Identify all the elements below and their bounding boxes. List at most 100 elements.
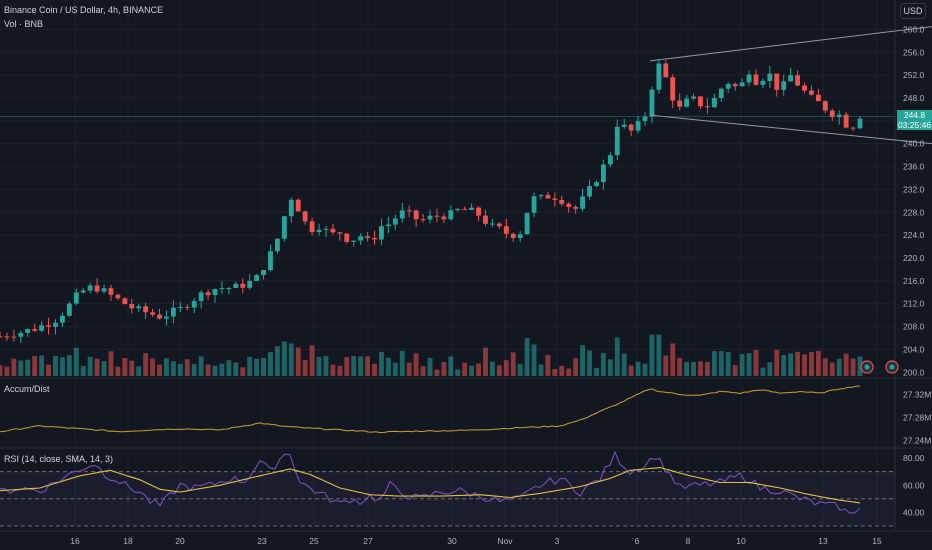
price-tick-label: 216.0 (903, 276, 925, 286)
volume-bar (857, 356, 863, 376)
volume-bar (642, 363, 648, 376)
volume-bar (73, 347, 79, 376)
price-tick-label: 200.0 (903, 367, 925, 377)
candle-body (677, 100, 683, 107)
candle-body (143, 306, 149, 313)
rsi-title[interactable]: RSI (14, close, SMA, 14, 3) (4, 454, 113, 464)
volume-bar (614, 337, 620, 376)
candle-body (580, 196, 586, 209)
price-tick-label: 208.0 (903, 322, 925, 332)
volume-bar (233, 362, 239, 376)
candle-body (150, 312, 156, 315)
symbol-title[interactable]: Binance Coin / US Dollar, 4h, BINANCE (4, 5, 163, 15)
candle-body (122, 298, 128, 305)
candle-body (170, 307, 176, 317)
volume-bar (122, 357, 128, 376)
adl-tick-label: 27.32M (903, 389, 931, 399)
volume-title[interactable]: Vol · BNB (4, 19, 43, 29)
price-pane[interactable] (0, 26, 932, 344)
candle-body (815, 94, 821, 102)
volume-bar (108, 351, 114, 376)
volume-bar (802, 354, 807, 376)
accum-dist-title[interactable]: Accum/Dist (4, 384, 50, 394)
volume-bar (732, 365, 738, 376)
candle-body (684, 98, 690, 107)
candle-body (489, 223, 495, 225)
candle-body (18, 332, 24, 337)
candle-body (288, 199, 294, 217)
candle-body (129, 304, 135, 309)
volume-bar (136, 366, 142, 376)
channel-line (649, 114, 932, 145)
candle-body (850, 127, 856, 129)
candle-body (351, 240, 357, 242)
volume-bar (607, 359, 613, 376)
volume-bar (746, 353, 752, 376)
candle-body (392, 218, 398, 225)
candle-body (11, 336, 17, 338)
rsi-tick-label: 60.00 (903, 480, 925, 490)
volume-bar (198, 356, 204, 376)
price-tick-label: 252.0 (903, 70, 925, 80)
candle-body (732, 84, 738, 87)
volume-bar (829, 362, 835, 376)
volume-bar (261, 357, 266, 376)
candle-body (600, 164, 606, 183)
volume-bar (677, 357, 683, 376)
volume-bar (704, 361, 710, 376)
candle-body (483, 215, 488, 224)
volume-bar (39, 355, 45, 376)
candle-body (718, 88, 724, 99)
volume-bar (628, 365, 634, 376)
volume-bar (288, 343, 294, 376)
candle-body (510, 233, 516, 239)
volume-bar (462, 362, 468, 376)
candle-body (344, 233, 350, 242)
volume-pane (0, 334, 863, 376)
adl-series-line (0, 385, 861, 434)
candle-body (115, 294, 121, 299)
volume-bar (143, 353, 149, 376)
volume-bar (698, 361, 703, 376)
volume-bar (4, 366, 10, 376)
candle-body (649, 89, 655, 117)
volume-bar (725, 352, 731, 376)
volume-bar (580, 345, 586, 376)
volume-bar (531, 344, 537, 376)
volume-bar (0, 365, 3, 376)
time-tick-label: 23 (257, 536, 267, 546)
time-tick-label: 18 (123, 536, 133, 546)
time-tick-label: 25 (309, 536, 319, 546)
candle-body (822, 101, 828, 111)
candle-body (704, 106, 710, 108)
volume-bar (573, 358, 579, 376)
candle-body (829, 110, 835, 117)
candle-body (711, 98, 717, 108)
time-tick-label: 6 (635, 536, 640, 546)
currency-button[interactable]: USD (900, 3, 926, 19)
candle-body (566, 203, 572, 207)
volume-bar (427, 357, 433, 376)
candle-body (781, 81, 787, 90)
time-axis[interactable]: 16 18 20 23 25 27 30 Nov 3 6 8 10 13 15 (0, 530, 932, 546)
grid-lines (0, 0, 932, 530)
price-axis[interactable]: 260.0256.0252.0248.0244.0240.0236.0232.0… (903, 24, 931, 517)
rsi-pane[interactable] (0, 450, 895, 527)
volume-bar (25, 359, 31, 376)
volume-bar (59, 357, 65, 376)
volume-bar (663, 355, 669, 376)
volume-bar (559, 365, 565, 376)
candle-body (184, 306, 190, 308)
candle-body (573, 206, 579, 209)
candle-body (594, 182, 599, 187)
volume-bar (184, 359, 190, 376)
volume-bar (392, 362, 398, 376)
price-tick-label: 224.0 (903, 230, 925, 240)
candle-body (413, 210, 419, 220)
candle-body (614, 126, 620, 156)
candle-body (642, 116, 648, 122)
volume-bar (476, 363, 481, 376)
volume-bar (413, 353, 419, 376)
accum-dist-pane[interactable] (0, 385, 861, 434)
